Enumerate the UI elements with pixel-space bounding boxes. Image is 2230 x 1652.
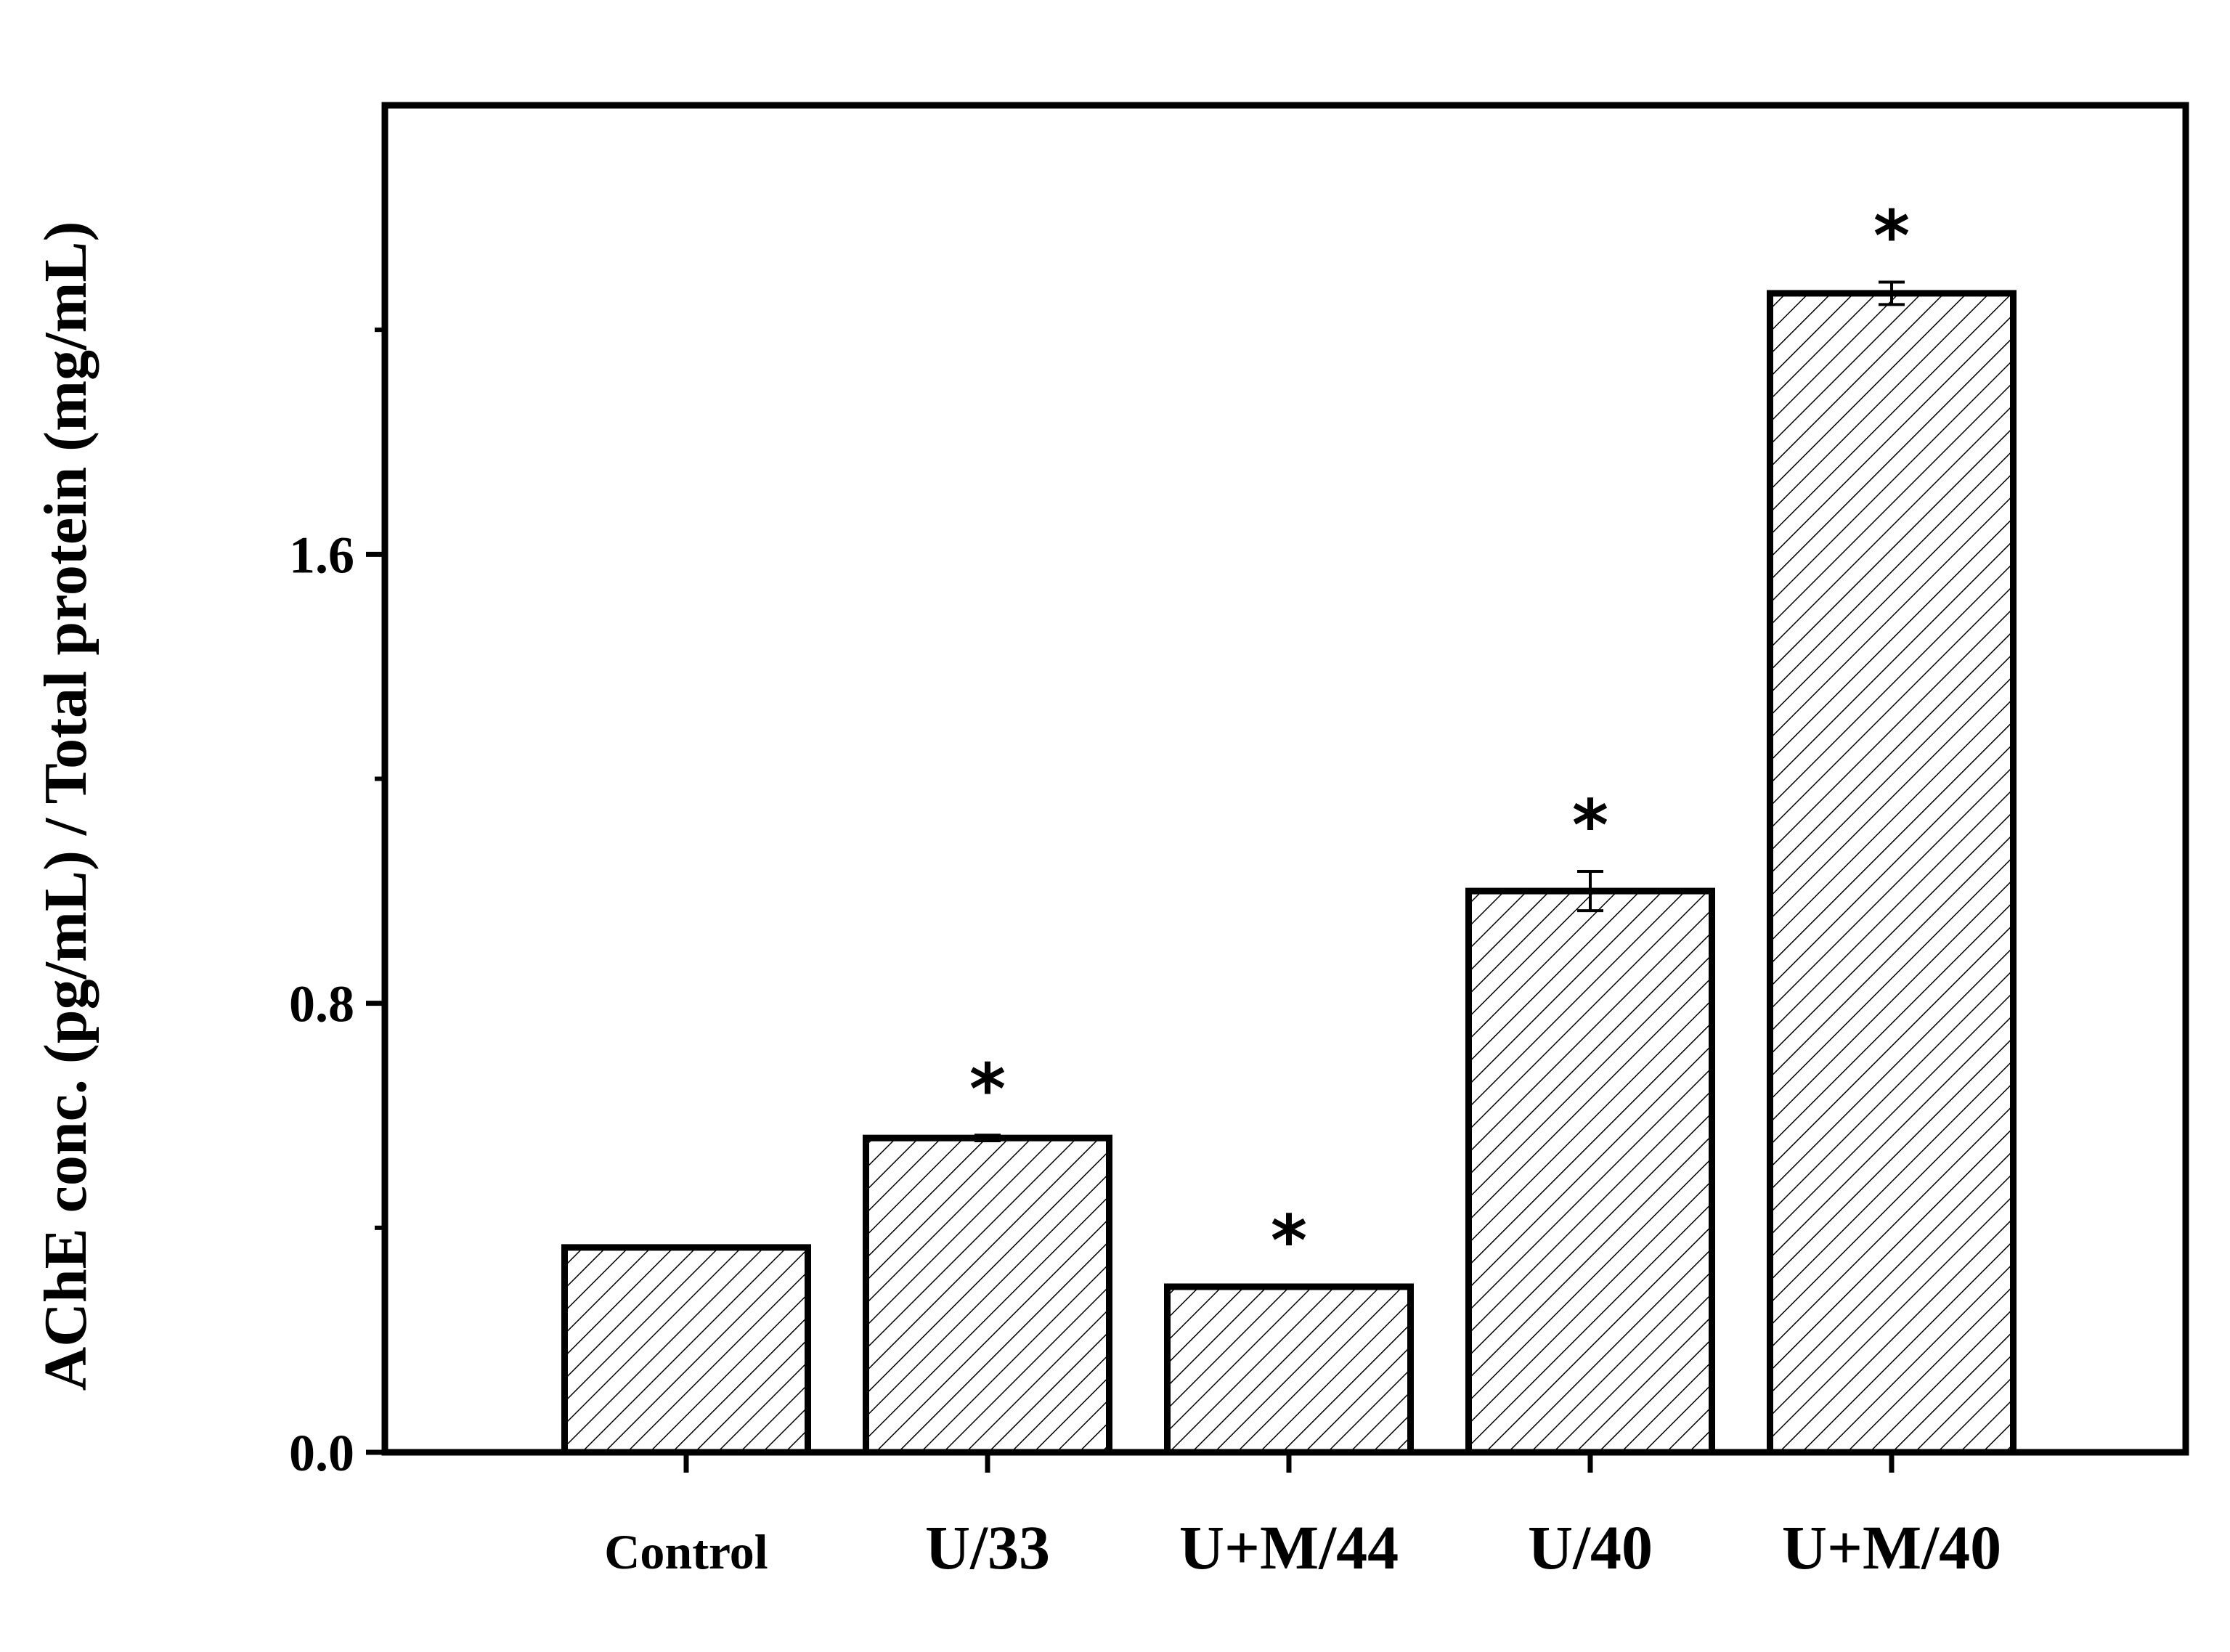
- x-category-label: U/40: [1528, 1513, 1653, 1582]
- significance-marker: *: [1873, 195, 1910, 277]
- y-axis-label-group: AChE conc. (pg/mL) / Total protein (mg/m…: [32, 221, 99, 1391]
- bar: [1164, 1283, 1414, 1456]
- significance-marker: *: [969, 1049, 1006, 1130]
- y-tick-label: 0.0: [289, 1424, 354, 1482]
- y-tick-label: 1.6: [289, 526, 354, 584]
- plot-area: 0.0 0.8 1.6 Control * U/33 * U+M/44 * U/40 * U+M/40: [289, 102, 2189, 1582]
- x-category-label: U+M/40: [1782, 1513, 2001, 1582]
- x-category-label: U+M/44: [1179, 1513, 1399, 1582]
- significance-marker: *: [1572, 785, 1608, 866]
- y-axis-label: AChE conc. (pg/mL) / Total protein (mg/m…: [32, 221, 99, 1391]
- x-category-label: U/33: [925, 1513, 1050, 1582]
- y-tick-label: 0.8: [289, 975, 354, 1033]
- bar: [1465, 887, 1715, 1456]
- significance-marker: *: [1271, 1200, 1307, 1282]
- bar: [1767, 290, 2017, 1456]
- x-category-label: Control: [604, 1524, 768, 1579]
- bar: [561, 1244, 811, 1456]
- bar: [863, 1134, 1112, 1456]
